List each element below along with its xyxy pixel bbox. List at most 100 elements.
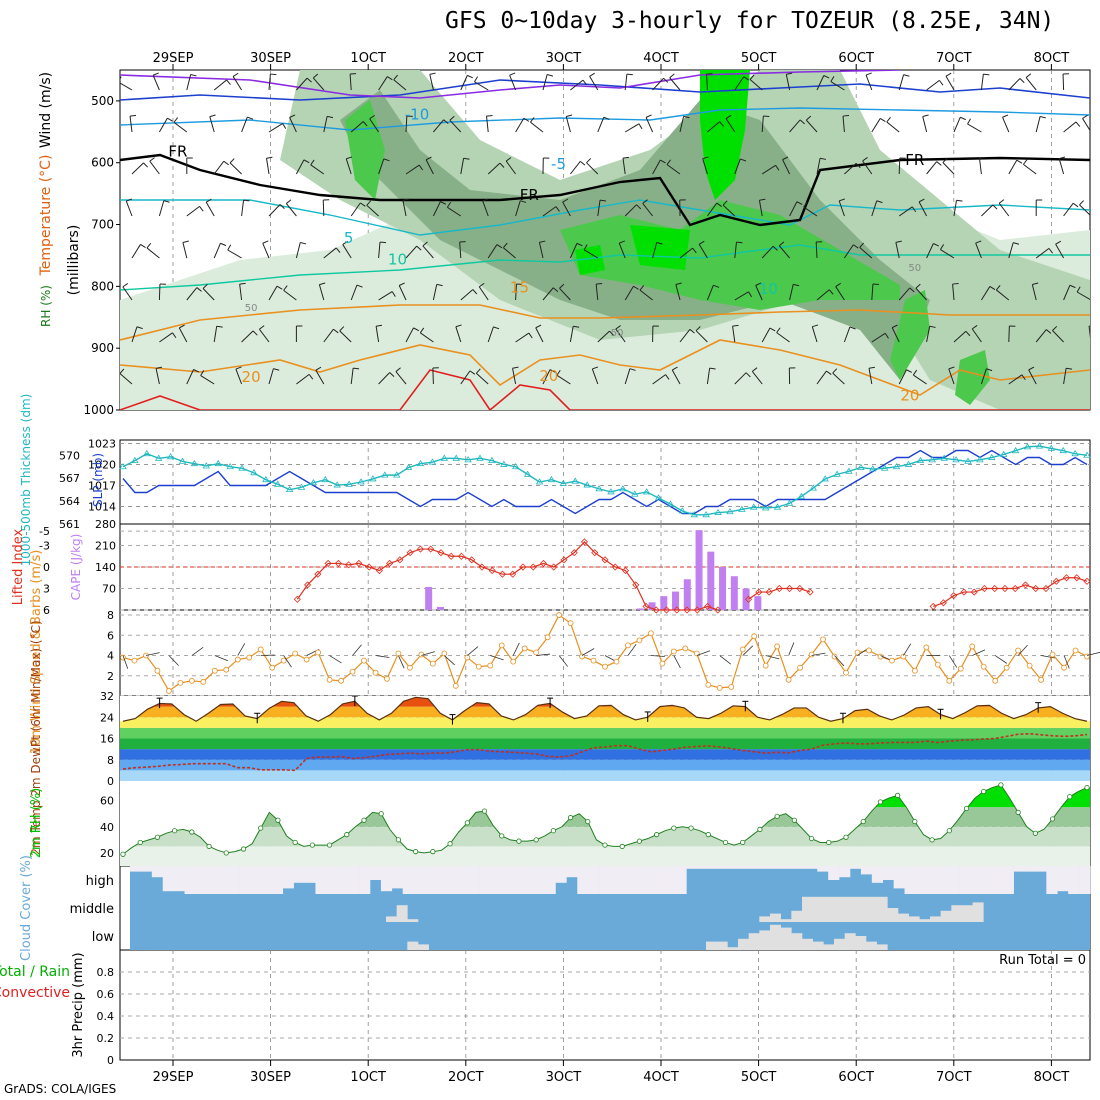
wind-speed-point: [1015, 647, 1022, 654]
wind-barb-10m: [352, 644, 362, 656]
wind-barb: [1008, 242, 1020, 259]
thickness-line-point: [869, 465, 877, 472]
cloud-middle-cell: [951, 905, 963, 922]
ytick-label-ua: 900: [91, 341, 114, 355]
thickness-line-point: [1011, 446, 1020, 454]
cloud-high-clear: [1046, 866, 1058, 894]
cloud-high-clear: [817, 866, 829, 872]
rh2m-point: [378, 811, 384, 817]
date-label-top: 29SEP: [153, 51, 194, 66]
cloud-high-clear: [304, 866, 316, 883]
wind-speed-point: [613, 658, 620, 665]
cloud-high-clear: [730, 866, 742, 869]
ytick-label-ua: 600: [91, 156, 114, 170]
cloud-high-clear: [457, 866, 469, 894]
wind-barb: [843, 326, 856, 343]
wind-barb: [886, 116, 900, 133]
lifted-index-point: [632, 581, 640, 589]
rh2m-point: [895, 792, 901, 798]
thickness-line-point: [845, 467, 853, 474]
wind-speed-point: [957, 665, 964, 672]
rh2m-point: [240, 846, 247, 852]
wind-barb-10m: [1086, 651, 1100, 656]
wind-barb: [624, 123, 643, 133]
wind-barb: [296, 77, 312, 91]
thickness-line-point: [262, 475, 270, 483]
wind-barb: [624, 368, 636, 385]
wind-barb: [1091, 77, 1100, 90]
wind-speed-point: [246, 654, 253, 661]
cloud-high-clear: [970, 866, 982, 894]
contour-temp-cyan: [120, 199, 1090, 236]
lifted-index-point: [324, 559, 332, 567]
wind-barb: [591, 366, 599, 385]
contour-label: -10: [405, 105, 430, 123]
cloud-high-clear: [271, 866, 284, 894]
thickness-line-point: [226, 462, 234, 470]
cloud-high-clear: [380, 866, 393, 892]
wind-barb: [405, 164, 424, 175]
wind-barb: [871, 118, 886, 133]
thickness-line-point: [797, 492, 806, 499]
wind-barb: [120, 76, 133, 91]
wind-speed-point: [280, 657, 287, 664]
wind-speed-point: [831, 653, 838, 660]
wind-barb: [205, 198, 215, 217]
cloud-high-clear: [937, 866, 949, 894]
ytick-label-precip: 0.2: [97, 1032, 115, 1045]
wind-speed-point: [659, 660, 666, 667]
wind-barb: [569, 242, 583, 259]
wind-barb: [1008, 374, 1026, 385]
wind-barb: [186, 157, 193, 174]
thickness-line-point: [642, 488, 651, 495]
cloud-low-cell: [418, 944, 429, 950]
thickness-line-point: [904, 460, 913, 467]
wind-barb: [751, 367, 763, 385]
wind-barb-10m: [237, 643, 246, 656]
cloud-middle-cell: [844, 896, 856, 922]
wind-barb: [732, 324, 739, 343]
date-label-top: 30SEP: [250, 51, 291, 66]
wind-barb: [926, 325, 936, 343]
legend-convective: Convective: [0, 985, 70, 1001]
cloud-high-clear: [293, 866, 305, 883]
cloud-high-clear: [282, 866, 294, 889]
rh2m-point: [464, 820, 470, 826]
wind-barb: [125, 198, 133, 217]
thickness-line-point: [166, 453, 175, 460]
cloud-high-clear: [130, 866, 142, 872]
lifted-index-point: [980, 584, 989, 593]
date-label-bottom: 3OCT: [546, 1070, 582, 1085]
rh2m-point: [189, 829, 195, 835]
wind-barb: [419, 327, 434, 343]
wind-speed-point: [625, 642, 631, 649]
wind-barb: [570, 160, 586, 175]
ylabel-thickness: 1000-500mb Thickness (dm): [19, 394, 33, 567]
wind-barb-10m: [444, 655, 456, 666]
ytick-label-li: 0: [43, 561, 50, 574]
lifted-index-point: [673, 606, 681, 614]
wind-barb: [1035, 247, 1053, 259]
thickness-line-point: [988, 453, 996, 460]
cloud-high-clear: [260, 866, 273, 894]
rh2m-point: [585, 818, 591, 825]
thickness-line-point: [202, 462, 211, 469]
date-label-bottom: 30SEP: [250, 1070, 291, 1085]
wind-barb: [289, 114, 297, 133]
thickness-line-point: [714, 508, 722, 515]
date-label-bottom: 6OCT: [838, 1070, 874, 1085]
wind-barb: [538, 240, 546, 259]
wind-barb: [120, 368, 133, 385]
wind-barb: [152, 72, 160, 91]
wind-speed-point: [808, 651, 815, 658]
cloud-high-clear: [184, 866, 196, 894]
wind-barb: [953, 116, 966, 133]
wind-speed-point: [326, 676, 333, 683]
ytick-label-li: 6: [43, 604, 50, 617]
thickness-line-point: [928, 456, 936, 463]
wind-barb: [375, 324, 383, 343]
cloud-low-cell: [780, 927, 792, 950]
rh2m-point: [826, 839, 832, 846]
wind-barb: [405, 115, 413, 133]
thickness-line-point: [1047, 444, 1056, 451]
